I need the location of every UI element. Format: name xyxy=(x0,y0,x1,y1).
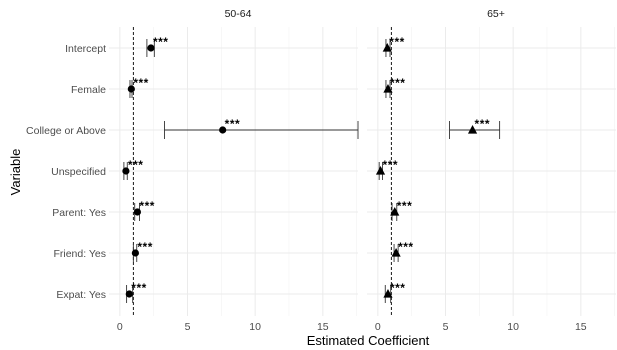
y-label-parent-yes: Parent: Yes xyxy=(52,207,106,219)
panel-1-x-tick-label: 5 xyxy=(185,321,191,333)
panel-1-friend-yes-significance-label: *** xyxy=(137,240,153,254)
panel-2-x-tick-label: 5 xyxy=(443,321,449,333)
panel-2-unspecified-estimate-point xyxy=(375,166,386,175)
panel-1-intercept-estimate-point xyxy=(147,44,155,52)
panel-2-x-tick-label: 15 xyxy=(575,321,587,333)
panel-1-college-or-above-significance-label: *** xyxy=(225,117,241,131)
panel-1-parent-yes-estimate-point xyxy=(133,208,142,216)
panel-2-college-or-above-estimate-point xyxy=(467,125,478,134)
x-axis-title: Estimated Coefficient xyxy=(307,333,430,348)
y-label-intercept: Intercept xyxy=(65,43,106,55)
panel-2-expat-yes-significance-label: *** xyxy=(390,281,406,295)
panel-1-intercept-significance-label: *** xyxy=(153,35,169,49)
panel-1-female-estimate-point xyxy=(127,85,135,93)
panel-1-unspecified-significance-label: *** xyxy=(128,158,144,172)
panel-1-x-tick-label: 10 xyxy=(249,321,261,333)
panel-2-unspecified-significance-label: *** xyxy=(383,158,399,172)
plot-layer: 0 5 10 15 *** *** *** *** *** *** *** 0 5 10 15 *** *** *… xyxy=(109,27,616,333)
panel-2-x-tick-label: 10 xyxy=(507,321,519,333)
panel-2-friend-yes-significance-label: *** xyxy=(398,240,414,254)
panel-1-expat-yes-significance-label: *** xyxy=(131,281,147,295)
panel-1-parent-yes-significance-label: *** xyxy=(139,199,155,213)
y-label-unspecified: Unspecified xyxy=(51,166,106,178)
panel-1-unspecified-estimate-point xyxy=(122,167,130,175)
panel-1-college-or-above-estimate-point xyxy=(219,126,227,134)
panel-1-female-significance-label: *** xyxy=(133,76,149,90)
panel-2-intercept-estimate-point xyxy=(382,43,392,52)
y-label-friend-yes: Friend: Yes xyxy=(53,248,106,260)
panel-title-50-64: 50-64 xyxy=(225,8,252,20)
panel-2-female-estimate-point xyxy=(383,84,393,93)
panel-2-x-tick-label: 0 xyxy=(375,321,381,333)
panel-2-expat-yes-estimate-point xyxy=(383,289,393,298)
panel-1-x-tick-label: 0 xyxy=(117,321,123,333)
panel-1-expat-yes-estimate-point xyxy=(125,290,133,298)
y-label-college-or-above: College or Above xyxy=(26,125,106,137)
panel-title-65plus: 65+ xyxy=(487,8,505,20)
panel-1-x-tick-label: 15 xyxy=(317,321,329,333)
panel-2-female-significance-label: *** xyxy=(390,76,406,90)
panel-2-parent-yes-significance-label: *** xyxy=(397,199,413,213)
panel-2-intercept-significance-label: *** xyxy=(389,35,405,49)
panel-strips: 50-64 65+ xyxy=(225,8,505,20)
y-axis-title: Variable xyxy=(8,149,23,196)
panel-1-friend-yes-estimate-point xyxy=(131,249,139,257)
panel-2-friend-yes-estimate-point xyxy=(391,248,401,257)
y-label-expat-yes: Expat: Yes xyxy=(56,289,106,301)
panel-2-parent-yes-estimate-point xyxy=(390,207,400,216)
y-tick-labels: Intercept Female College or Above Unspec… xyxy=(26,43,106,301)
y-label-female: Female xyxy=(71,84,106,96)
panel-2-college-or-above-significance-label: *** xyxy=(475,117,491,131)
